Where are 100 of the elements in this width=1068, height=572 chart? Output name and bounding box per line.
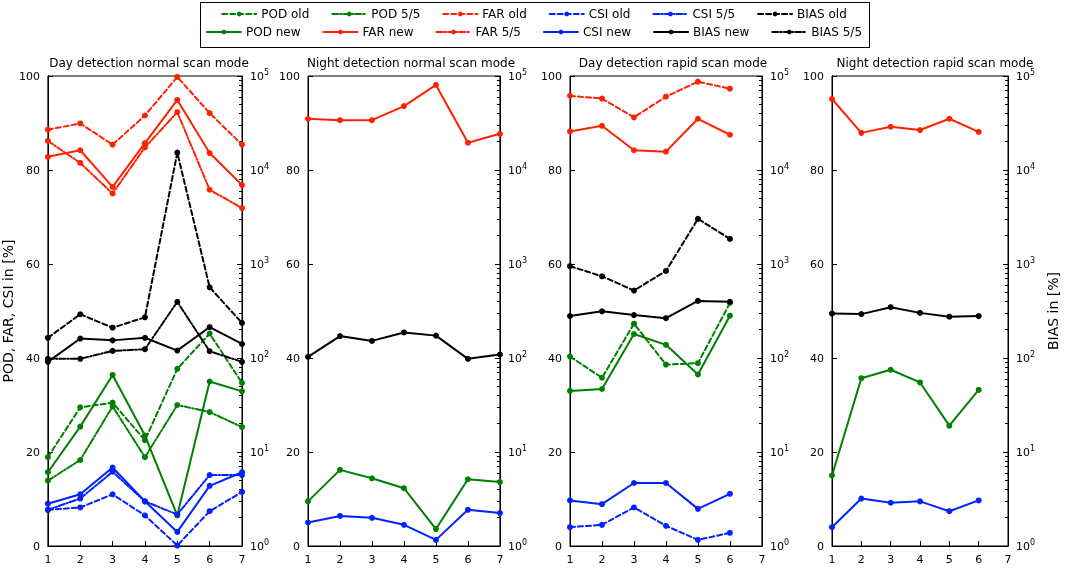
point [829,310,835,317]
point [239,379,245,386]
point [464,506,471,513]
point [336,333,343,340]
point [662,315,669,322]
point [567,313,573,320]
x-tick-label: 6 [206,553,214,566]
point [662,522,669,529]
x-tick-label: 1 [304,553,312,566]
point [975,128,982,135]
legend-label: CSI 5/5 [692,7,736,21]
point [858,129,865,136]
point [630,480,637,487]
point [239,358,245,365]
y-tick-label: 100 [541,69,562,83]
point [858,311,865,318]
y-tick-label: 80 [810,163,824,177]
legend-label: CSI old [588,7,631,21]
x-tick-label: 7 [238,553,246,566]
point [567,92,573,99]
point [109,337,116,344]
point [662,361,669,368]
point [239,319,245,326]
point [567,387,573,394]
x-tick-label: 5 [173,553,181,566]
point [141,334,148,341]
point [400,521,407,528]
y-tick-label: 100 [279,69,300,83]
point [887,499,894,506]
point [887,304,894,311]
point [496,130,503,137]
point [567,497,573,504]
x-tick-label: 4 [662,553,670,566]
point [630,312,637,319]
legend-label: FAR new [362,25,414,39]
point [432,81,439,88]
y-tick-label: 0 [555,539,562,553]
point [206,150,213,157]
point [239,205,245,212]
point [694,371,701,378]
point [109,183,116,190]
point [567,263,573,270]
point [662,267,669,274]
y-tick-label: 40 [25,351,40,365]
point [77,423,84,430]
point [77,355,84,362]
x-tick-label: 5 [945,553,953,566]
legend-label: BIAS new [693,25,750,39]
point [694,505,701,512]
y-tick-label: 40 [548,351,562,365]
point [109,324,116,331]
point [206,482,213,489]
point [206,330,213,337]
point [598,386,605,393]
point [174,528,181,535]
point [917,127,924,134]
point [464,355,471,362]
point [368,337,375,344]
point [400,329,407,336]
point [239,141,245,148]
point [239,182,245,189]
y2-axis-title: BIAS in [%] [1045,271,1061,351]
point [694,215,701,222]
x-tick-label: 3 [109,553,117,566]
point [44,500,51,507]
point [726,312,733,319]
y-tick-label: 0 [32,539,40,553]
point [975,313,982,320]
point [336,466,343,473]
x-tick-label: 2 [76,553,84,566]
point [917,498,924,505]
point [858,375,865,382]
legend-label: CSI new [582,25,632,39]
y-tick-label: 80 [25,163,40,177]
point [946,508,953,515]
legend-label: POD old [261,7,310,21]
point [239,488,245,495]
point [432,332,439,339]
point [567,524,573,531]
point [336,117,343,124]
y-tick-label: 100 [803,69,824,83]
point [598,95,605,102]
point [109,190,116,197]
point [630,287,637,294]
legend-label: BIAS old [797,7,847,21]
x-tick-label: 7 [758,553,766,566]
point [694,297,701,304]
point [206,324,213,331]
x-tick-label: 5 [694,553,702,566]
point [44,126,51,133]
point [44,334,51,341]
x-tick-label: 6 [975,553,983,566]
chart-title: Day detection rapid scan mode [578,56,768,70]
point [109,141,116,148]
x-tick-label: 2 [857,553,865,566]
point [946,422,953,429]
point [206,110,213,117]
legend-label: FAR old [482,7,527,21]
y-axis-title: POD, FAR, CSI in [%] [0,239,16,383]
y-tick-label: 60 [548,257,562,271]
